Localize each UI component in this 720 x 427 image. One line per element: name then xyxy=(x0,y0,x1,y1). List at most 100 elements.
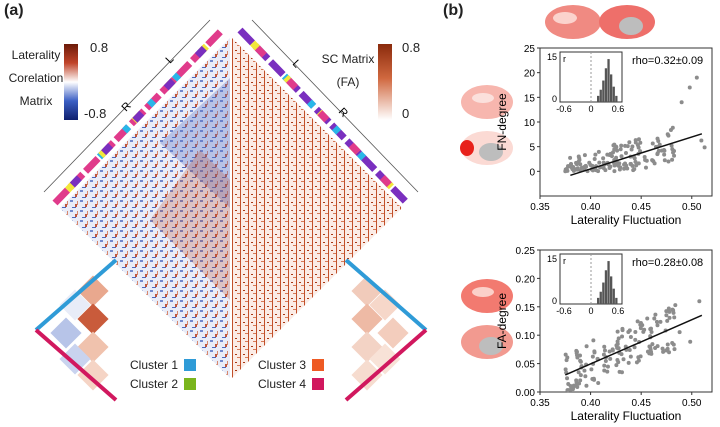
colorbar-max-label: 0.8 xyxy=(402,40,421,55)
data-point xyxy=(605,364,610,369)
y-tick-label: 0.05 xyxy=(516,360,536,371)
inset-y-tick-label: 15 xyxy=(547,52,557,62)
data-point xyxy=(615,339,620,344)
inset-y-tick-label: 0 xyxy=(552,94,557,104)
x-tick-label: 0.40 xyxy=(581,398,601,409)
inset-x-tick-label: 0 xyxy=(588,104,593,114)
data-point xyxy=(636,145,641,150)
colorbar-min-label: 0 xyxy=(402,106,410,121)
data-point xyxy=(666,306,671,311)
inset-label: r xyxy=(563,54,566,64)
inset-histogram-bar xyxy=(604,270,608,304)
cluster-legend-label: Cluster 3 xyxy=(258,358,307,372)
data-point xyxy=(576,370,581,375)
inset-x-tick-label: 0.6 xyxy=(612,306,625,316)
data-point xyxy=(596,149,601,154)
data-point xyxy=(699,138,704,143)
data-point xyxy=(574,380,579,385)
cluster-legend-label: Cluster 4 xyxy=(258,377,307,391)
y-tick-label: 20 xyxy=(524,69,536,80)
data-point xyxy=(620,334,625,339)
data-point xyxy=(650,141,655,146)
data-point xyxy=(564,358,569,363)
y-tick-label: 0.00 xyxy=(516,388,536,399)
cluster-swatch xyxy=(312,378,325,390)
inset-histogram-bar xyxy=(604,68,608,102)
data-point xyxy=(610,348,615,353)
data-point xyxy=(638,140,643,145)
colorbar-min-label: -0.8 xyxy=(84,106,107,121)
data-point xyxy=(582,153,587,158)
data-point xyxy=(596,380,601,385)
data-point xyxy=(688,339,693,344)
data-point xyxy=(702,145,707,150)
data-point xyxy=(590,168,595,173)
data-point xyxy=(615,329,620,334)
data-point xyxy=(665,318,670,323)
matrix-block xyxy=(160,78,230,208)
data-point xyxy=(647,351,652,356)
data-point xyxy=(566,164,571,169)
cluster-legend-label: Cluster 1 xyxy=(130,358,179,372)
data-point xyxy=(649,329,654,334)
data-point xyxy=(632,345,637,350)
y-tick-label: 0 xyxy=(529,167,535,178)
data-point xyxy=(664,309,669,314)
y-tick-label: 5 xyxy=(529,143,535,154)
data-point xyxy=(650,158,655,163)
data-point xyxy=(635,319,640,324)
data-point xyxy=(633,337,638,342)
inset-histogram-bar xyxy=(607,261,610,304)
data-point xyxy=(656,138,661,143)
cluster-legend-item: Cluster 3 xyxy=(258,358,325,372)
data-point xyxy=(607,349,612,354)
colorbar-title-line: Corelation xyxy=(8,70,64,85)
data-point xyxy=(652,316,657,321)
data-point xyxy=(647,344,652,349)
colorbar-title-line: (FA) xyxy=(336,74,360,89)
hemisphere-label-l-right: L xyxy=(290,58,303,71)
left-edge-color-bar xyxy=(52,27,225,206)
fit-line xyxy=(570,133,703,176)
data-point xyxy=(662,152,667,157)
sc-cluster-matrix xyxy=(344,258,428,402)
inset-histogram-bar xyxy=(610,74,613,102)
data-point xyxy=(618,147,623,152)
data-point xyxy=(665,132,670,137)
rho-annotation: rho=0.32±0.09 xyxy=(632,55,703,67)
inset-histogram-bar xyxy=(602,80,605,102)
data-point xyxy=(601,156,606,161)
data-point xyxy=(668,127,673,132)
colorbar-max-label: 0.8 xyxy=(90,40,109,55)
y-tick-label: 15 xyxy=(524,93,536,104)
data-point xyxy=(687,85,692,90)
data-point xyxy=(602,344,607,349)
data-point xyxy=(655,344,660,349)
data-point xyxy=(636,137,641,142)
data-point xyxy=(633,329,638,334)
data-point xyxy=(571,383,576,388)
cluster-legend-label: Cluster 2 xyxy=(130,377,179,391)
inset-histogram-bar xyxy=(602,282,605,304)
sc-colorbar xyxy=(378,44,392,120)
right-edge-color-bar xyxy=(237,27,410,206)
data-point xyxy=(615,148,620,153)
matrix-block xyxy=(150,150,230,300)
data-point xyxy=(630,144,635,149)
sc-matrix xyxy=(232,38,402,378)
cluster-swatch xyxy=(184,378,197,390)
data-point xyxy=(654,319,659,324)
inset-histogram-bar xyxy=(610,276,613,304)
data-point xyxy=(614,363,619,368)
data-point xyxy=(679,100,684,105)
inset-histogram-bar xyxy=(599,291,602,304)
data-point xyxy=(619,154,624,159)
data-point xyxy=(632,167,637,172)
data-point xyxy=(652,161,657,166)
inset-y-tick-label: 15 xyxy=(547,254,557,264)
data-point xyxy=(607,165,612,170)
inset-histogram-bar xyxy=(597,95,600,102)
data-point xyxy=(625,166,630,171)
data-point xyxy=(633,159,638,164)
